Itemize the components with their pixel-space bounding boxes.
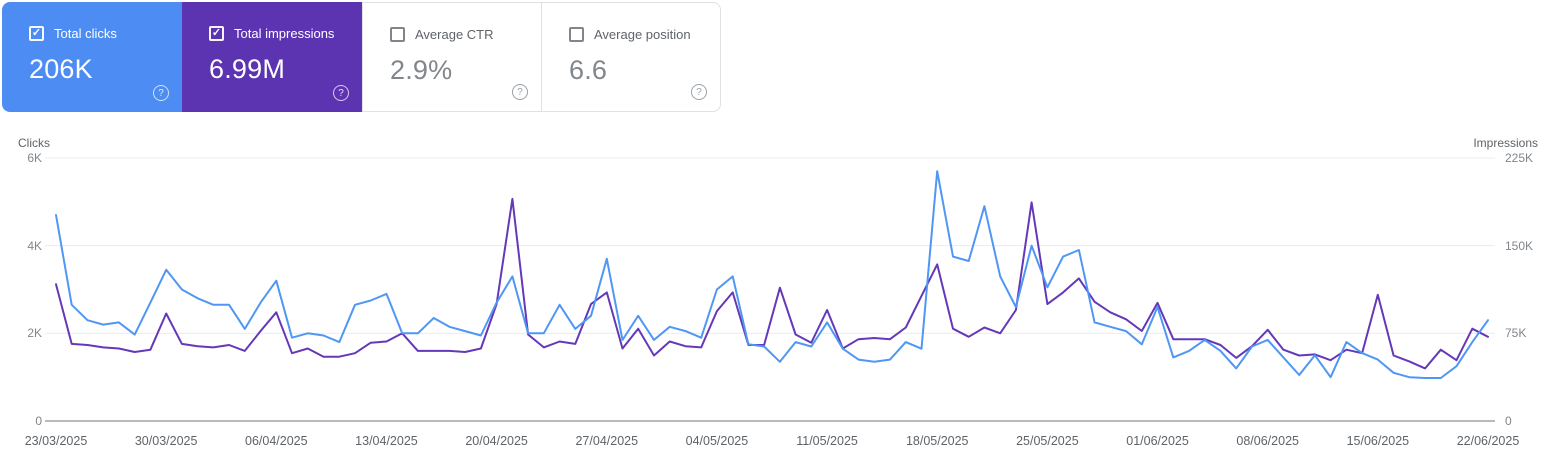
- card-average-ctr[interactable]: Average CTR 2.9% ?: [362, 2, 542, 112]
- right-axis-tick: 150K: [1505, 238, 1534, 253]
- average-position-value: 6.6: [569, 55, 608, 85]
- card-total-impressions[interactable]: ✓ Total impressions 6.99M ?: [182, 2, 362, 112]
- x-axis-date-label: 25/05/2025: [1016, 434, 1079, 448]
- total-clicks-checkbox[interactable]: ✓: [29, 26, 44, 41]
- clicks-line: [55, 170, 1489, 379]
- average-position-checkbox[interactable]: [569, 27, 584, 42]
- left-axis-tick: 0: [35, 414, 42, 428]
- average-ctr-checkbox[interactable]: [390, 27, 405, 42]
- x-axis-date-label: 30/03/2025: [134, 434, 198, 448]
- average-ctr-value: 2.9%: [390, 55, 453, 85]
- x-axis-date-label: 13/04/2025: [355, 434, 418, 448]
- total-clicks-value: 206K: [29, 54, 93, 84]
- x-axis-date-label: 22/06/2025: [1456, 434, 1520, 448]
- total-impressions-value: 6.99M: [209, 54, 286, 84]
- total-impressions-label: Total impressions: [234, 26, 335, 41]
- left-axis-tick: 6K: [27, 151, 42, 165]
- checkmark-icon: ✓: [211, 27, 222, 39]
- left-axis-title: Clicks: [18, 136, 50, 150]
- x-axis-date-label: 18/05/2025: [905, 434, 969, 448]
- metric-cards: ✓ Total clicks 206K ? ✓ Total impression…: [2, 2, 721, 112]
- x-axis-date-label: 01/06/2025: [1126, 434, 1189, 448]
- left-axis-tick: 2K: [27, 326, 42, 341]
- x-axis-date-label: 20/04/2025: [465, 434, 528, 448]
- checkmark-icon: ✓: [31, 27, 42, 39]
- card-total-clicks[interactable]: ✓ Total clicks 206K ?: [2, 2, 182, 112]
- card-average-position[interactable]: Average position 6.6 ?: [541, 2, 721, 112]
- x-axis-date-label: 15/06/2025: [1346, 434, 1410, 448]
- right-axis-tick: 0: [1505, 414, 1512, 428]
- help-icon[interactable]: ?: [333, 85, 349, 101]
- x-axis-date-label: 06/04/2025: [245, 434, 308, 448]
- x-axis-date-label: 08/06/2025: [1236, 434, 1299, 448]
- left-axis-tick: 4K: [27, 238, 42, 253]
- right-axis-title: Impressions: [1473, 136, 1538, 150]
- help-icon[interactable]: ?: [153, 85, 169, 101]
- impressions-line: [55, 197, 1489, 370]
- x-axis-date-label: 23/03/2025: [24, 434, 88, 448]
- right-axis-tick: 225K: [1505, 151, 1534, 165]
- total-impressions-checkbox[interactable]: ✓: [209, 26, 224, 41]
- help-icon[interactable]: ?: [512, 84, 528, 100]
- average-ctr-label: Average CTR: [415, 27, 494, 42]
- x-axis-date-label: 11/05/2025: [796, 434, 858, 448]
- average-position-label: Average position: [594, 27, 691, 42]
- total-clicks-label: Total clicks: [54, 26, 117, 41]
- right-axis-tick: 75K: [1505, 326, 1527, 341]
- x-axis-date-label: 27/04/2025: [575, 434, 639, 448]
- x-axis-date-label: 04/05/2025: [685, 434, 749, 448]
- help-icon[interactable]: ?: [691, 84, 707, 100]
